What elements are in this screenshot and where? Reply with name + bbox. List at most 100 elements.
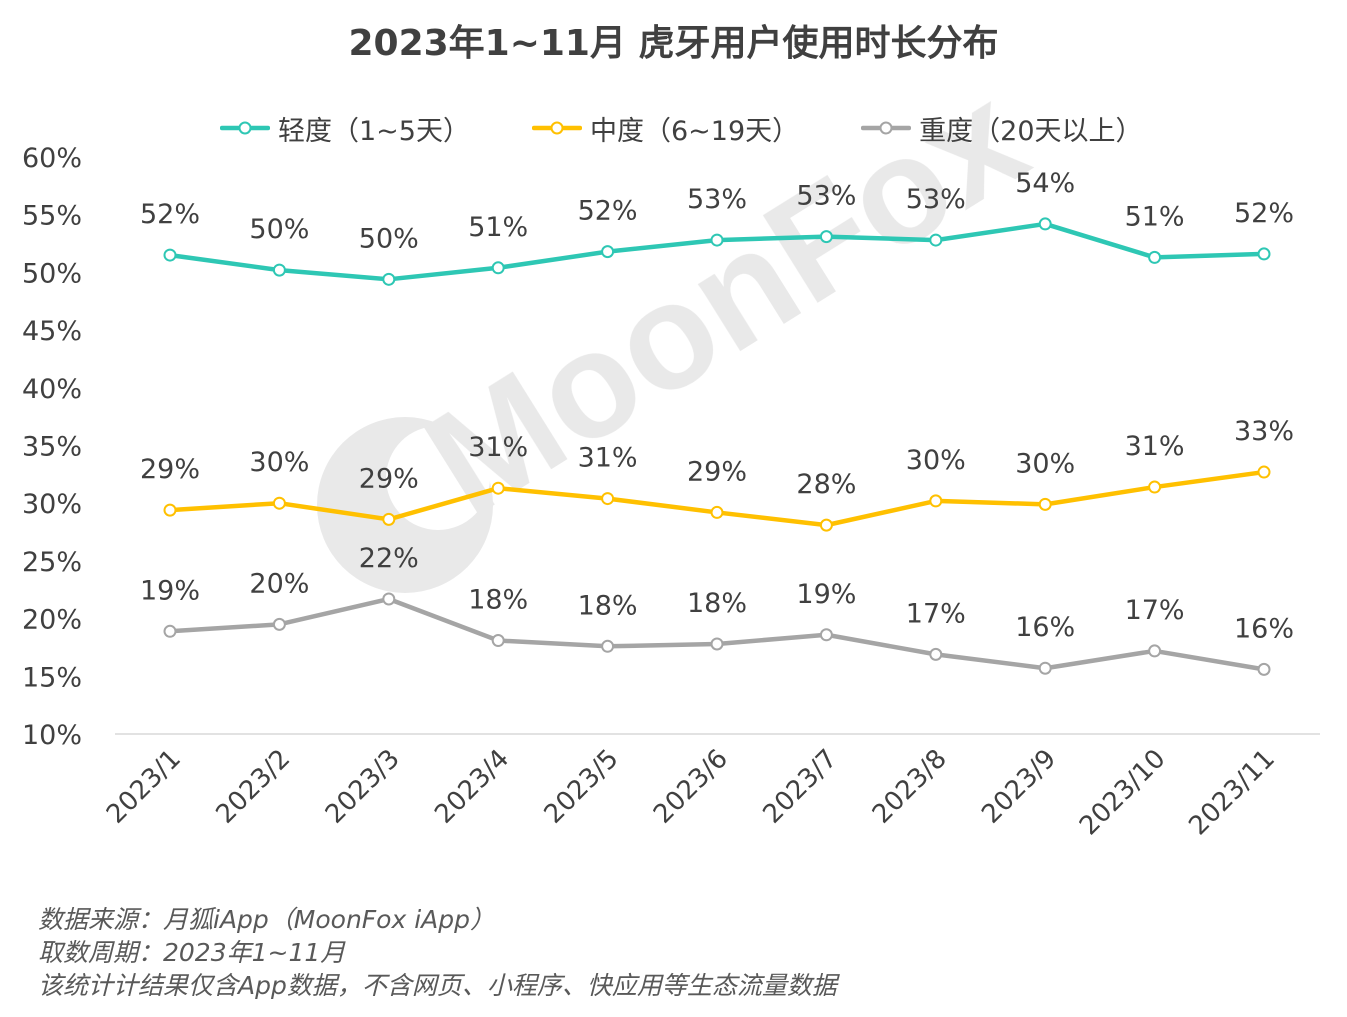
- data-point: [929, 494, 943, 508]
- series-line: [167, 221, 1267, 282]
- data-point: [601, 492, 615, 506]
- data-label: 18%: [468, 585, 528, 616]
- x-tick-label: 2023/3: [320, 744, 406, 830]
- data-point: [491, 481, 505, 495]
- y-tick-label: 40%: [22, 374, 82, 405]
- data-label: 53%: [906, 184, 966, 215]
- y-tick-label: 50%: [22, 258, 82, 289]
- x-tick-label: 2023/1: [101, 744, 187, 830]
- data-point: [710, 637, 724, 651]
- data-point: [491, 261, 505, 275]
- legend-line-icon: [861, 121, 912, 135]
- y-tick-label: 55%: [22, 201, 82, 232]
- data-label: 19%: [140, 575, 200, 606]
- data-point: [1038, 661, 1052, 675]
- y-tick-label: 30%: [22, 489, 82, 520]
- legend-item: 重度（20天以上）: [861, 109, 1143, 148]
- footnote: 数据来源：月狐iApp（MoonFox iApp） 取数周期：2023年1~11…: [38, 903, 837, 1002]
- x-tick-label: 2023/10: [1074, 744, 1172, 842]
- data-point: [1257, 662, 1271, 676]
- data-point: [272, 496, 286, 510]
- data-point: [1038, 217, 1052, 231]
- watermark-logo-icon: [317, 417, 493, 593]
- y-tick-label: 25%: [22, 547, 82, 578]
- data-point: [382, 272, 396, 286]
- data-point: [710, 505, 724, 519]
- x-tick-label: 2023/11: [1183, 744, 1281, 842]
- data-point: [1148, 250, 1162, 264]
- y-tick-label: 20%: [22, 605, 82, 636]
- data-label: 31%: [578, 443, 638, 474]
- legend-line-icon: [531, 121, 582, 135]
- data-point: [1148, 644, 1162, 658]
- data-label: 17%: [1125, 595, 1185, 626]
- legend-line-icon: [220, 121, 270, 135]
- legend-label: 轻度（1~5天）: [278, 115, 470, 147]
- data-label: 31%: [468, 432, 528, 463]
- data-label: 52%: [140, 199, 200, 230]
- data-label: 52%: [1234, 198, 1294, 229]
- data-point: [163, 624, 177, 638]
- footnote-period: 取数周期：2023年1~11月: [38, 938, 346, 967]
- data-point: [601, 639, 615, 653]
- data-label: 16%: [1234, 613, 1294, 644]
- x-tick-label: 2023/4: [429, 744, 515, 830]
- data-label: 30%: [1015, 448, 1075, 479]
- data-label: 51%: [1125, 201, 1185, 232]
- data-point: [491, 634, 505, 648]
- legend-item: 轻度（1~5天）: [220, 109, 470, 148]
- x-tick-label: 2023/5: [539, 744, 625, 830]
- data-point: [382, 512, 396, 526]
- footnote-scope: 该统计计结果仅含App数据，不含网页、小程序、快应用等生态流量数据: [38, 971, 837, 1000]
- data-label: 54%: [1015, 168, 1075, 199]
- data-point: [163, 503, 177, 517]
- x-tick-label: 2023/2: [210, 744, 296, 830]
- legend-label: 中度（6~19天）: [589, 115, 800, 147]
- data-label: 31%: [1125, 431, 1185, 462]
- data-point: [1148, 480, 1162, 494]
- data-point: [272, 263, 286, 277]
- data-point: [819, 230, 833, 244]
- footnote-source: 数据来源：月狐iApp（MoonFox iApp）: [38, 905, 495, 934]
- data-label: 33%: [1234, 416, 1294, 447]
- data-point: [1038, 497, 1052, 511]
- data-label: 30%: [249, 447, 309, 478]
- data-label: 53%: [687, 184, 747, 215]
- data-point: [163, 248, 177, 262]
- data-label: 51%: [468, 212, 528, 243]
- data-label: 19%: [796, 579, 856, 610]
- data-label: 52%: [578, 196, 638, 227]
- data-label: 18%: [578, 590, 638, 621]
- data-label: 50%: [249, 214, 309, 245]
- data-label: 16%: [1015, 612, 1075, 643]
- data-point: [601, 245, 615, 259]
- data-label: 30%: [906, 445, 966, 476]
- y-tick-label: 15%: [22, 662, 82, 693]
- data-label: 29%: [359, 463, 419, 494]
- chart-title: 2023年1~11月 虎牙用户使用时长分布: [348, 23, 999, 64]
- data-point: [272, 617, 286, 631]
- data-point: [929, 647, 943, 661]
- data-label: 28%: [796, 469, 856, 500]
- data-point: [1257, 247, 1271, 261]
- data-label: 29%: [140, 454, 200, 485]
- x-tick-label: 2023/7: [757, 744, 843, 830]
- data-label: 50%: [359, 223, 419, 254]
- data-label: 22%: [359, 543, 419, 574]
- x-tick-label: 2023/9: [976, 744, 1062, 830]
- data-point: [1257, 465, 1271, 479]
- data-point: [382, 592, 396, 606]
- data-label: 29%: [687, 456, 747, 487]
- y-tick-label: 45%: [22, 316, 82, 347]
- x-tick-label: 2023/8: [867, 744, 953, 830]
- legend-item: 中度（6~19天）: [531, 109, 800, 148]
- data-label: 18%: [687, 588, 747, 619]
- data-point: [929, 233, 943, 247]
- legend-label: 重度（20天以上）: [919, 115, 1143, 147]
- data-label: 20%: [249, 568, 309, 599]
- x-tick-label: 2023/6: [648, 744, 734, 830]
- data-point: [710, 233, 724, 247]
- data-point: [819, 628, 833, 642]
- y-tick-label: 35%: [22, 432, 82, 463]
